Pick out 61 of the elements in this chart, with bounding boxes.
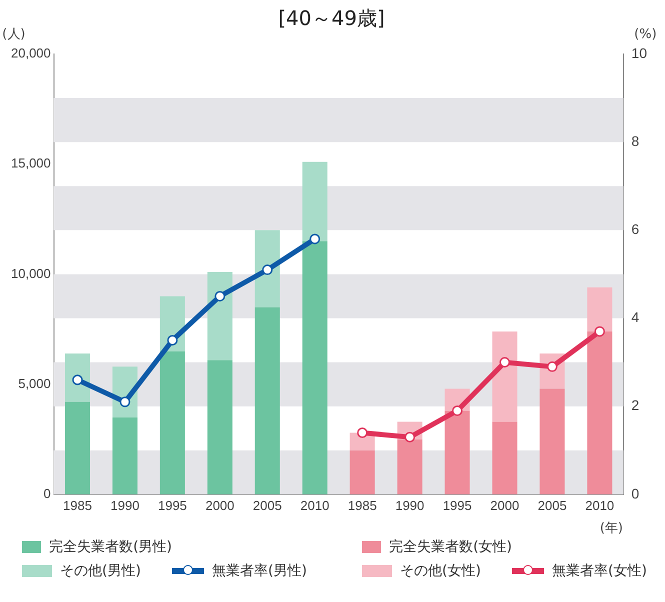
x-tick-label: 2010 — [585, 498, 614, 513]
y2-tick-label: 0 — [631, 485, 640, 502]
legend-label: その他(男性) — [60, 562, 141, 580]
x-tick-label: 1985 — [63, 498, 92, 513]
x-tick-label: 1990 — [395, 498, 424, 513]
y2-tick-label: 10 — [631, 44, 648, 61]
point — [310, 234, 320, 244]
point — [404, 432, 416, 442]
legend-label: その他(女性) — [400, 562, 481, 580]
bar — [350, 450, 375, 494]
x-tick-label: 1990 — [110, 498, 140, 513]
x-tick-label: 1985 — [348, 498, 377, 513]
legend-label: 無業者率(男性) — [212, 562, 307, 580]
bar — [302, 241, 328, 494]
chart-title: [40～49歳] — [278, 6, 385, 30]
bar — [444, 410, 470, 494]
bar — [64, 402, 90, 494]
point — [357, 427, 368, 438]
y-tick-label: 0 — [44, 486, 51, 501]
y2-axis-title: (%) — [634, 27, 657, 42]
point — [262, 264, 273, 276]
point — [72, 374, 83, 386]
bar — [112, 417, 138, 494]
x-tick-label: 1995 — [158, 498, 187, 513]
x-tick-label: 2010 — [300, 498, 330, 513]
bar — [160, 351, 185, 494]
bar — [492, 331, 518, 422]
bar — [587, 287, 612, 332]
y-tick-label: 5,000 — [18, 376, 51, 391]
x-tick-label: 2005 — [252, 498, 282, 513]
y-tick-label: 10,000 — [10, 266, 51, 281]
x-axis-title: (年) — [600, 521, 624, 536]
legend-label: 完全失業者数(女性) — [389, 538, 512, 556]
point — [120, 396, 130, 408]
x-tick-label: 2000 — [490, 498, 520, 513]
y-axis-title: (人) — [2, 27, 26, 42]
legend-label: 完全失業者数(男性) — [49, 538, 172, 556]
point — [499, 357, 510, 368]
y-tick-label: 15,000 — [10, 156, 51, 171]
point — [214, 290, 226, 302]
x-tick-label: 2005 — [538, 498, 567, 513]
x-tick-label: 2000 — [205, 498, 234, 513]
y2-tick-label: 4 — [631, 309, 640, 326]
bar — [254, 307, 280, 494]
bar — [492, 422, 518, 494]
bar — [302, 162, 328, 242]
legend-label: 無業者率(女性) — [552, 562, 647, 580]
y2-tick-label: 8 — [631, 132, 640, 149]
bar — [207, 272, 232, 360]
bar — [397, 439, 422, 494]
y2-tick-label: 6 — [631, 221, 640, 238]
bar — [540, 388, 565, 494]
y-tick-label: 20,000 — [10, 46, 51, 61]
bar — [587, 331, 612, 494]
y2-tick-label: 2 — [631, 397, 640, 414]
point — [167, 335, 178, 346]
point — [594, 326, 605, 337]
bar — [207, 360, 232, 494]
point — [452, 405, 463, 416]
bar — [254, 230, 280, 308]
x-tick-label: 1995 — [442, 498, 472, 513]
